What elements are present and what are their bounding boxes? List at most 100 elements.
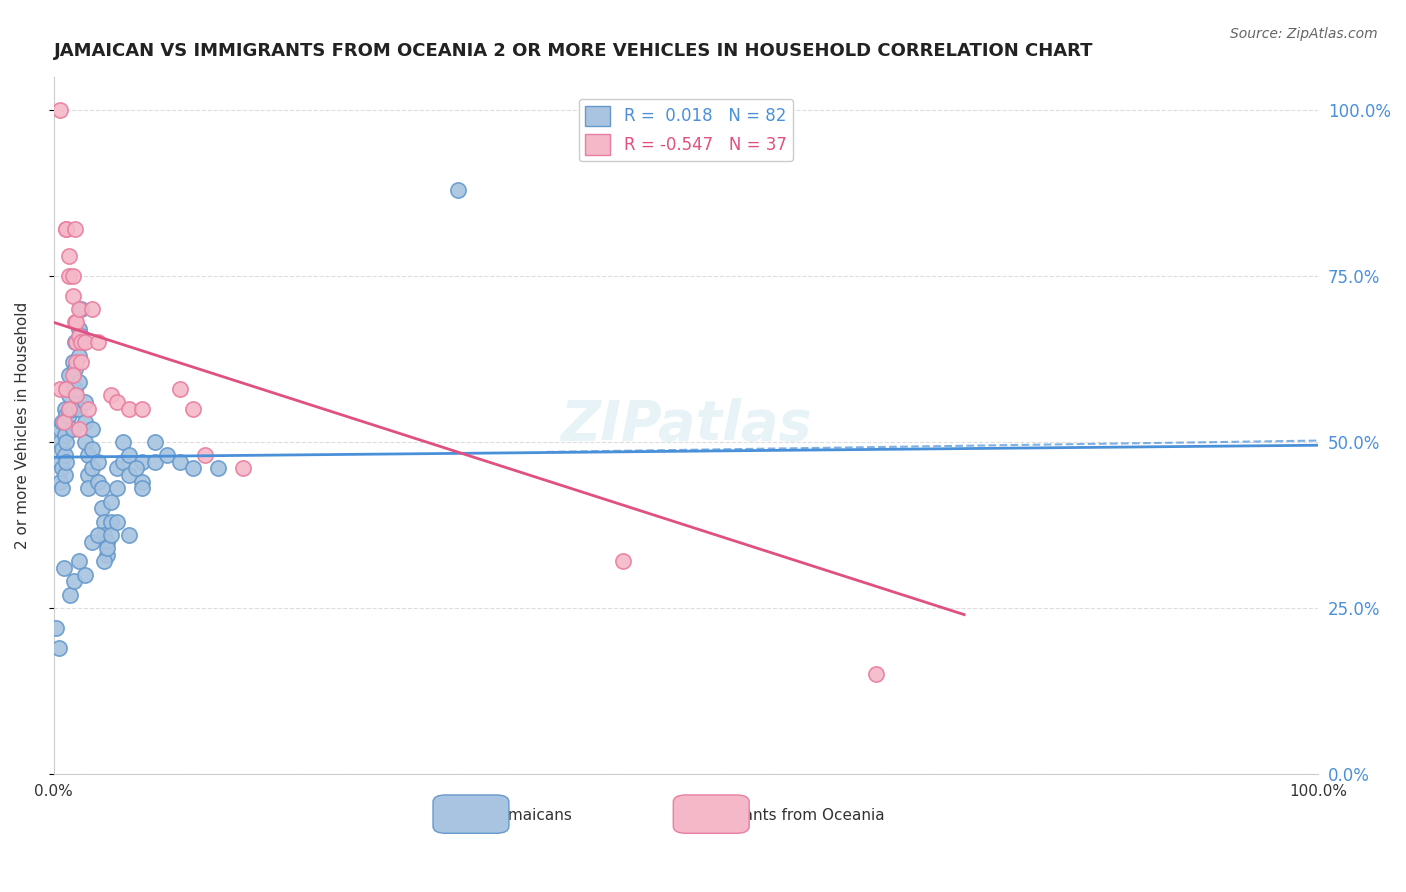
Point — [58, 368, 80, 383]
Y-axis label: 2 or more Vehicles in Household: 2 or more Vehicles in Household — [15, 301, 30, 549]
Point — [67, 375, 90, 389]
Point — [131, 455, 153, 469]
Point — [51, 415, 73, 429]
Point — [80, 461, 103, 475]
Point — [447, 182, 470, 196]
Point — [70, 355, 93, 369]
Point — [118, 448, 141, 462]
Point — [118, 401, 141, 416]
Point — [53, 401, 76, 416]
Point — [51, 442, 73, 456]
Point — [93, 554, 115, 568]
Point — [169, 455, 191, 469]
Point — [52, 561, 75, 575]
Point — [80, 442, 103, 456]
Point — [80, 534, 103, 549]
Point — [75, 567, 97, 582]
Point — [55, 434, 77, 449]
Point — [131, 482, 153, 496]
Point — [65, 355, 87, 369]
Point — [96, 548, 118, 562]
Point — [67, 401, 90, 416]
Point — [76, 401, 98, 416]
Point — [58, 249, 80, 263]
Point — [58, 409, 80, 423]
Point — [87, 335, 110, 350]
Point — [76, 468, 98, 483]
Point — [49, 103, 72, 117]
Point — [67, 328, 90, 343]
Point — [105, 482, 128, 496]
Point — [112, 455, 135, 469]
Point — [51, 482, 73, 496]
Point — [169, 382, 191, 396]
Point — [100, 494, 122, 508]
Point — [96, 534, 118, 549]
Point — [55, 222, 77, 236]
FancyBboxPatch shape — [433, 795, 509, 833]
Point — [125, 461, 148, 475]
FancyBboxPatch shape — [673, 795, 749, 833]
Point — [143, 455, 166, 469]
Point — [70, 328, 93, 343]
Point — [194, 448, 217, 462]
Point — [80, 301, 103, 316]
Point — [67, 301, 90, 316]
Point — [53, 428, 76, 442]
Point — [100, 515, 122, 529]
Point — [90, 501, 112, 516]
Point — [75, 395, 97, 409]
Text: Jamaicans: Jamaicans — [495, 808, 574, 823]
Point — [181, 461, 204, 475]
Point — [58, 268, 80, 283]
Point — [87, 528, 110, 542]
Point — [112, 434, 135, 449]
Point — [55, 409, 77, 423]
Point — [51, 461, 73, 475]
Point — [62, 382, 84, 396]
Point — [70, 335, 93, 350]
Point — [62, 368, 84, 383]
Point — [105, 395, 128, 409]
Point — [100, 528, 122, 542]
Point — [63, 315, 86, 329]
Point — [63, 574, 86, 589]
Text: Source: ZipAtlas.com: Source: ZipAtlas.com — [1230, 27, 1378, 41]
Point — [181, 401, 204, 416]
Point — [62, 422, 84, 436]
Point — [75, 335, 97, 350]
Point — [53, 468, 76, 483]
Point — [100, 388, 122, 402]
Point — [232, 461, 254, 475]
Legend: R =  0.018   N = 82, R = -0.547   N = 37: R = 0.018 N = 82, R = -0.547 N = 37 — [579, 99, 793, 161]
Point — [49, 422, 72, 436]
Text: Immigrants from Oceania: Immigrants from Oceania — [689, 808, 884, 823]
Text: JAMAICAN VS IMMIGRANTS FROM OCEANIA 2 OR MORE VEHICLES IN HOUSEHOLD CORRELATION : JAMAICAN VS IMMIGRANTS FROM OCEANIA 2 OR… — [53, 42, 1092, 60]
Point — [76, 482, 98, 496]
Text: ZIPatlas: ZIPatlas — [560, 399, 811, 452]
Point — [52, 415, 75, 429]
Point — [67, 422, 90, 436]
Point — [63, 222, 86, 236]
Point — [49, 382, 72, 396]
Point — [80, 422, 103, 436]
Point — [62, 401, 84, 416]
Point — [65, 388, 87, 402]
Point — [55, 382, 77, 396]
Point — [75, 434, 97, 449]
Point — [49, 434, 72, 449]
Point — [62, 289, 84, 303]
Point — [156, 448, 179, 462]
Point — [49, 475, 72, 489]
Point — [48, 640, 70, 655]
Point — [87, 455, 110, 469]
Point — [131, 475, 153, 489]
Point — [96, 541, 118, 556]
Point — [65, 335, 87, 350]
Point — [207, 461, 229, 475]
Point — [63, 335, 86, 350]
Point — [55, 382, 77, 396]
Point — [55, 455, 77, 469]
Point — [93, 515, 115, 529]
Point — [70, 301, 93, 316]
